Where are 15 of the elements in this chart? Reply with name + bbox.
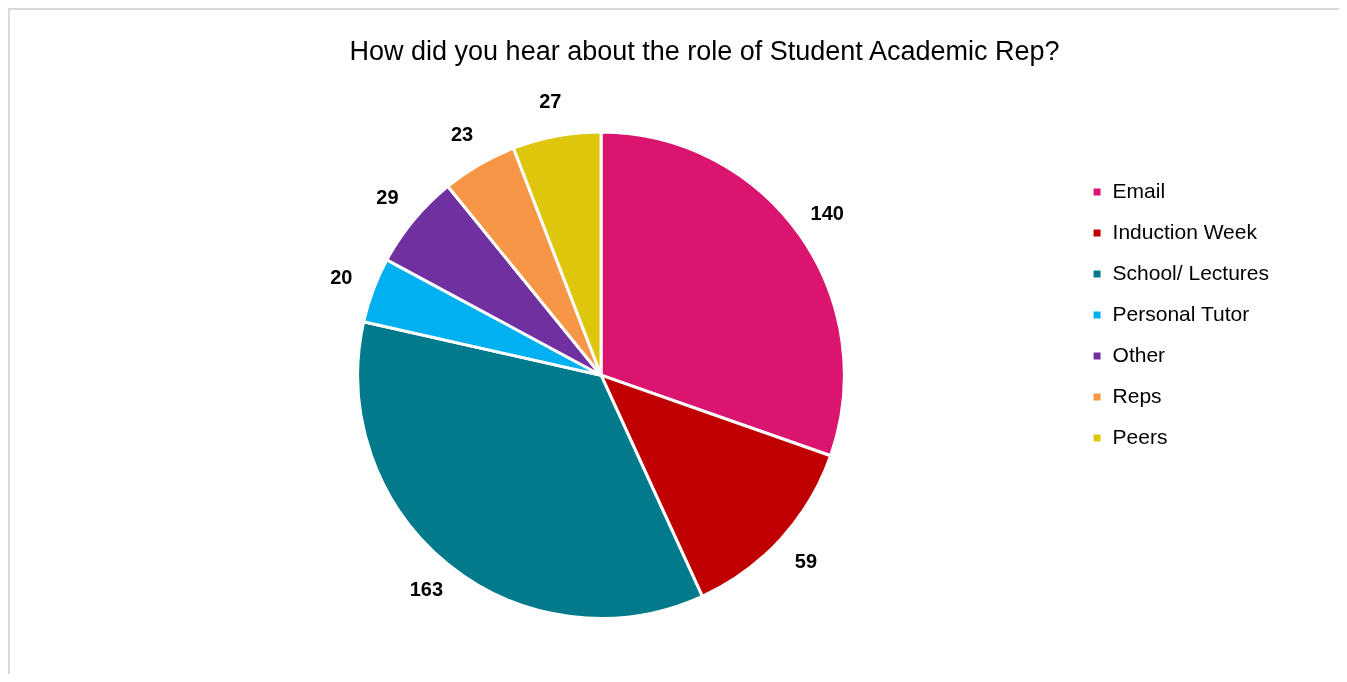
legend-label: Personal Tutor bbox=[1112, 301, 1250, 325]
data-label: 23 bbox=[450, 122, 474, 145]
legend-label: Induction Week bbox=[1112, 219, 1258, 243]
chart-title: How did you hear about the role of Student Academic Rep? bbox=[349, 35, 1060, 66]
legend-label: Reps bbox=[1112, 383, 1162, 407]
legend-label: Other bbox=[1112, 342, 1166, 366]
data-label: 163 bbox=[409, 578, 444, 601]
data-label: 20 bbox=[330, 265, 353, 288]
data-label: 140 bbox=[810, 202, 844, 225]
legend-label: School/ Lectures bbox=[1112, 260, 1270, 284]
data-label: 59 bbox=[794, 549, 818, 572]
data-label: 29 bbox=[376, 185, 399, 208]
legend-label: Email bbox=[1112, 178, 1166, 202]
data-label: 27 bbox=[539, 90, 562, 113]
legend-label: Peers bbox=[1112, 424, 1168, 448]
